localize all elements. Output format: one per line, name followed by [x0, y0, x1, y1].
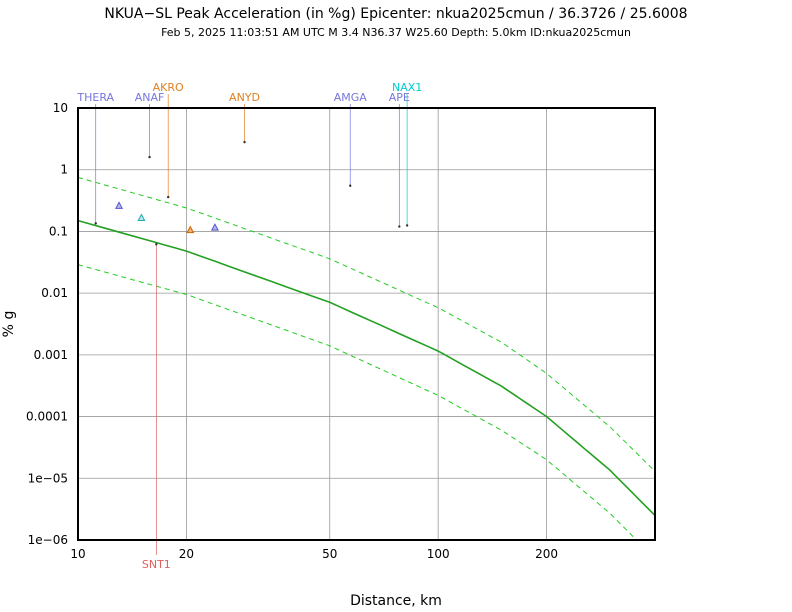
station-marker [243, 140, 246, 144]
station-label: APE [389, 91, 410, 104]
curve-lower [77, 264, 638, 541]
station-marker [148, 155, 151, 159]
station-marker [94, 222, 97, 225]
y-tick-label: 1 [60, 163, 68, 177]
x-tick-label: 200 [535, 547, 558, 561]
y-axis-label: % g [1, 311, 17, 338]
x-tick-label: 10 [70, 547, 85, 561]
station-marker [155, 243, 158, 246]
station-label: SNT1 [142, 558, 171, 571]
x-tick-label: 100 [427, 547, 450, 561]
data-triangle [115, 201, 124, 209]
station-label: AMGA [334, 91, 368, 104]
data-triangle [210, 223, 219, 231]
data-triangle [137, 213, 146, 222]
y-tick-label: 0.001 [34, 348, 68, 362]
y-tick-label: 1e−05 [28, 471, 68, 485]
x-tick-label: 20 [179, 547, 194, 561]
triangle-markers [115, 201, 219, 234]
data-triangle [186, 225, 195, 234]
station-label: ANYD [229, 91, 260, 104]
prediction-curves [77, 176, 656, 541]
curve-upper [77, 176, 656, 472]
station-marker [405, 224, 409, 227]
y-tick-label: 1e−06 [28, 533, 68, 547]
station-marker [349, 184, 352, 187]
y-tick-label: 0.0001 [26, 410, 68, 424]
axis-ticks: 10 20 50 100 200 10 1 0.1 0.01 0.001 0.0001 1e−05 1e… [26, 101, 558, 561]
station-label: NAX1 [392, 81, 422, 94]
curve-median [77, 219, 656, 516]
station-marker [166, 195, 170, 199]
y-tick-label: 0.1 [49, 224, 68, 238]
y-tick-label: 10 [53, 101, 68, 115]
station-label: AKRO [153, 81, 184, 94]
x-tick-label: 50 [322, 547, 337, 561]
plot-frame [77, 107, 656, 541]
chart-title: NKUA−SL Peak Acceleration (in %g) Epicen… [104, 6, 687, 22]
x-axis-label: Distance, km [350, 593, 442, 609]
station-label: ANAF [135, 91, 165, 104]
y-tick-label: 0.01 [41, 286, 68, 300]
chart-subtitle: Feb 5, 2025 11:03:51 AM UTC M 3.4 N36.37… [161, 26, 631, 39]
grid [78, 108, 655, 540]
station-marker [398, 225, 401, 228]
station-label: THERA [76, 91, 114, 104]
